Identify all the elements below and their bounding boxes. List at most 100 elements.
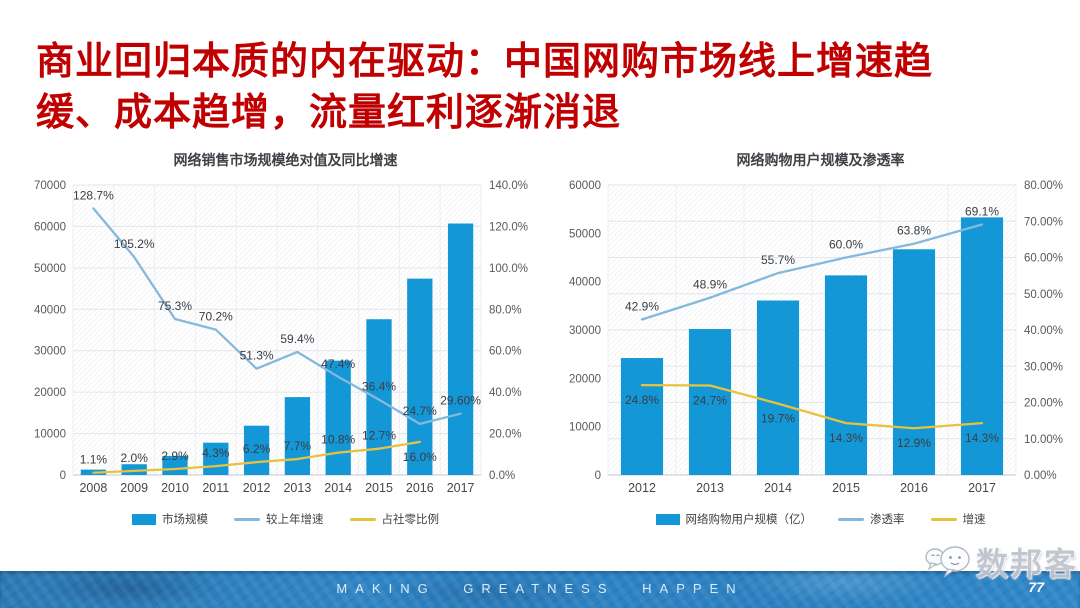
left-chart: 网络销售市场规模绝对值及同比增速 0 10000 20000 30000 40000 50…	[28, 146, 543, 546]
legend-item: 渗透率	[838, 511, 905, 527]
legend-item: 网络购物用户规模（亿）	[655, 511, 813, 527]
chart-legend: 市场规模 较上年增速 占社零比例	[28, 511, 543, 527]
svg-text:30.00%: 30.00%	[1024, 361, 1063, 373]
chart-title: 网络购物用户规模及渗透率	[736, 152, 905, 168]
svg-text:12.7%: 12.7%	[362, 429, 396, 443]
legend-label: 占社零比例	[381, 514, 440, 526]
svg-text:60000: 60000	[569, 180, 601, 192]
svg-text:140.0%: 140.0%	[489, 180, 528, 192]
svg-text:48.9%: 48.9%	[693, 278, 727, 292]
svg-text:50000: 50000	[569, 228, 601, 240]
svg-text:40000: 40000	[569, 277, 601, 289]
svg-text:2011: 2011	[202, 481, 229, 495]
svg-text:2017: 2017	[968, 481, 996, 495]
svg-text:10000: 10000	[569, 422, 601, 434]
legend-item: 占社零比例	[349, 511, 440, 527]
legend-label: 市场规模	[162, 514, 208, 526]
svg-text:2016: 2016	[900, 481, 928, 495]
legend-swatch	[930, 517, 957, 521]
svg-text:2014: 2014	[764, 481, 792, 495]
svg-text:29.60%: 29.60%	[440, 394, 481, 408]
legend-swatch	[655, 513, 680, 525]
svg-text:60000: 60000	[34, 221, 66, 233]
svg-text:2015: 2015	[832, 481, 860, 495]
watermark: 数邦客	[924, 539, 1078, 585]
svg-text:0: 0	[595, 470, 601, 482]
svg-text:70000: 70000	[34, 180, 66, 192]
svg-text:12.9%: 12.9%	[897, 436, 931, 450]
svg-text:2009: 2009	[120, 481, 148, 495]
svg-text:36.4%: 36.4%	[362, 380, 396, 394]
svg-text:105.2%: 105.2%	[114, 237, 155, 251]
svg-text:7.7%: 7.7%	[284, 439, 312, 453]
svg-text:69.1%: 69.1%	[965, 205, 999, 219]
legend-label: 渗透率	[870, 514, 905, 526]
svg-text:59.4%: 59.4%	[280, 332, 314, 346]
svg-text:128.7%: 128.7%	[73, 188, 114, 202]
right-chart: 网络购物用户规模及渗透率 0 10000 20000 30000 40000 50000 6…	[563, 146, 1078, 546]
svg-text:60.0%: 60.0%	[829, 238, 863, 252]
svg-text:40000: 40000	[34, 304, 66, 316]
svg-text:14.3%: 14.3%	[829, 431, 863, 445]
svg-text:2.9%: 2.9%	[161, 449, 189, 463]
svg-text:2012: 2012	[628, 481, 656, 495]
legend-swatch	[234, 517, 260, 521]
svg-text:0.0%: 0.0%	[489, 470, 515, 482]
svg-text:20.0%: 20.0%	[489, 429, 522, 441]
svg-text:24.8%: 24.8%	[625, 393, 659, 407]
chart-legend: 网络购物用户规模（亿） 渗透率 增速	[563, 511, 1078, 527]
svg-text:1.1%: 1.1%	[80, 453, 108, 467]
svg-text:6.2%: 6.2%	[243, 442, 271, 456]
svg-text:80.0%: 80.0%	[489, 304, 522, 316]
svg-text:2012: 2012	[243, 481, 271, 495]
svg-text:70.00%: 70.00%	[1024, 216, 1063, 228]
svg-text:75.3%: 75.3%	[158, 299, 192, 313]
svg-text:70.2%: 70.2%	[199, 310, 233, 324]
chat-bubbles-icon	[925, 546, 970, 578]
svg-text:47.4%: 47.4%	[321, 357, 355, 371]
svg-text:40.00%: 40.00%	[1024, 325, 1063, 337]
svg-text:30000: 30000	[569, 325, 601, 337]
legend-label: 增速	[962, 514, 986, 526]
svg-text:2017: 2017	[447, 481, 475, 495]
chart-title: 网络销售市场规模绝对值及同比增速	[173, 152, 398, 168]
svg-text:10.8%: 10.8%	[321, 433, 355, 447]
svg-text:120.0%: 120.0%	[489, 221, 528, 233]
user-scale-chart-canvas: 0 10000 20000 30000 40000 50000 60000 0.00% 10.0…	[569, 180, 1063, 495]
svg-text:40.0%: 40.0%	[489, 387, 522, 399]
svg-text:19.7%: 19.7%	[761, 412, 795, 426]
svg-text:2013: 2013	[283, 481, 311, 495]
legend-swatch	[132, 513, 156, 525]
svg-text:4.3%: 4.3%	[202, 446, 230, 460]
svg-text:63.8%: 63.8%	[897, 224, 931, 238]
svg-text:30000: 30000	[34, 346, 66, 358]
svg-text:2008: 2008	[79, 481, 107, 495]
svg-text:0: 0	[60, 470, 66, 482]
svg-text:20000: 20000	[569, 373, 601, 385]
legend-item: 市场规模	[132, 511, 208, 527]
svg-text:10.00%: 10.00%	[1024, 434, 1063, 446]
watermark-text: 数邦客	[975, 546, 1078, 582]
legend-swatch	[349, 517, 376, 521]
svg-text:2013: 2013	[696, 481, 724, 495]
svg-text:24.7%: 24.7%	[693, 393, 727, 407]
svg-text:2014: 2014	[324, 481, 352, 495]
footer-bar: MAKING GREATNESS HAPPEN 77	[0, 571, 1080, 608]
legend-label: 网络购物用户规模（亿）	[685, 514, 813, 526]
svg-text:50.00%: 50.00%	[1024, 289, 1063, 301]
footer-slogan: MAKING GREATNESS HAPPEN	[336, 581, 744, 596]
legend-item: 较上年增速	[234, 511, 324, 527]
market-size-chart-canvas: 0 10000 20000 30000 40000 50000 60000 70000 0.0%…	[34, 180, 528, 495]
slide-title: 商业回归本质的内在驱动：中国网购市场线上增速趋缓、成本趋增，流量红利逐渐消退	[36, 41, 934, 134]
svg-text:80.00%: 80.00%	[1024, 180, 1063, 192]
svg-text:2016: 2016	[406, 481, 434, 495]
svg-text:20000: 20000	[34, 387, 66, 399]
svg-text:60.0%: 60.0%	[489, 346, 522, 358]
svg-text:14.3%: 14.3%	[965, 431, 999, 445]
svg-text:0.00%: 0.00%	[1024, 470, 1057, 482]
svg-text:55.7%: 55.7%	[761, 253, 795, 267]
svg-text:2015: 2015	[365, 481, 393, 495]
svg-text:10000: 10000	[34, 429, 66, 441]
svg-text:100.0%: 100.0%	[489, 263, 528, 275]
